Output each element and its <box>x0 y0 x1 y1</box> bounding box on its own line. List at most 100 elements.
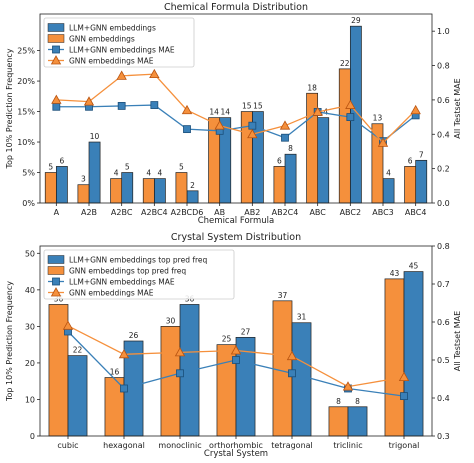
point-gnn-embeddings-mae-a2bc <box>116 70 127 80</box>
bar-gnn-embeddings-a2bcd6 <box>175 172 188 204</box>
bar-llm-gnn-embeddings-abc4 <box>415 159 428 204</box>
point-llm-gnn-embeddings-mae-monoclinic <box>176 369 184 378</box>
data-label: 29 <box>351 16 361 25</box>
data-label: 15 <box>253 102 263 111</box>
bar-llm-gnn-embeddings-ab2c4 <box>284 153 297 204</box>
y2-tick-label: 0.2 <box>437 165 450 174</box>
y2-tick-label: 0.8 <box>437 62 450 71</box>
point-llm-gnn-embeddings-mae-hexagonal <box>120 384 128 393</box>
x-tick-label: A2B <box>81 208 97 217</box>
data-label: 13 <box>373 114 383 123</box>
data-label: 31 <box>297 313 307 322</box>
y-tick-label: 25% <box>17 47 35 56</box>
bar-llm-gnn-embeddings-top-pred-freq-cubic <box>67 355 88 437</box>
data-label: 4 <box>146 169 151 178</box>
data-label: 6 <box>277 156 282 165</box>
point-llm-gnn-embeddings-mae-a2bc <box>117 102 126 110</box>
data-label: 7 <box>419 150 424 159</box>
x-tick-label: ABC3 <box>372 208 394 217</box>
data-label: 4 <box>114 169 119 178</box>
data-label: 18 <box>307 83 317 92</box>
point-gnn-embeddings-mae-abc2 <box>345 99 356 109</box>
x-tick-label: AB2 <box>244 208 260 217</box>
line-llm-gnn-embeddings-mae <box>56 104 417 142</box>
point-llm-gnn-embeddings-mae-trigonal <box>400 392 408 401</box>
y2-axis-label: All Testset MAE <box>453 78 462 138</box>
data-label: 25 <box>222 335 232 344</box>
bar-gnn-embeddings-abc4 <box>404 166 417 204</box>
point-llm-gnn-embeddings-mae-a <box>52 102 61 111</box>
y2-tick-label: 0.7 <box>437 280 450 289</box>
point-gnn-embeddings-mae-abc3 <box>377 137 389 147</box>
y2-tick-label: 1.0 <box>437 27 450 36</box>
data-label: 22 <box>73 346 83 355</box>
legend-label: LLM+GNN embeddings MAE <box>69 46 175 55</box>
data-label: 14 <box>209 108 219 117</box>
y-tick-label: 10 <box>25 395 35 404</box>
bar-llm-gnn-embeddings-top-pred-freq-tetragonal <box>291 322 312 437</box>
data-label: 8 <box>288 144 293 153</box>
y2-tick-label: 0.4 <box>437 130 450 139</box>
data-label: 16 <box>110 368 120 377</box>
data-label: 5 <box>48 163 53 172</box>
data-label: 43 <box>390 269 400 278</box>
chart-panel-1: Chemical Formula Distribution61054214158… <box>5 2 462 226</box>
y-tick-label: 20% <box>17 77 35 86</box>
point-llm-gnn-embeddings-mae-ab2 <box>248 121 257 130</box>
data-label: 3 <box>81 175 86 184</box>
point-llm-gnn-embeddings-mae-a2bcd6 <box>183 125 191 134</box>
data-label: 5 <box>179 163 184 172</box>
x-tick-label: trigonal <box>389 441 420 450</box>
x-tick-label: AB2C4 <box>272 208 299 217</box>
x-tick-label: ABC4 <box>405 208 427 217</box>
data-label: 4 <box>157 169 162 178</box>
data-label: 14 <box>220 108 230 117</box>
legend-label: GNN embeddings MAE <box>69 57 154 66</box>
y-tick-label: 0 <box>30 432 35 441</box>
legend: LLM+GNN embeddings top pred freq GNN embe… <box>43 249 235 300</box>
legend-label: GNN embeddings <box>69 35 135 44</box>
legend-marker <box>52 45 60 54</box>
data-label: 8 <box>336 397 341 406</box>
point-llm-gnn-embeddings-mae-tetragonal <box>288 369 296 378</box>
point-gnn-embeddings-mae-ab <box>214 120 225 130</box>
y-tick-label: 15% <box>17 108 35 117</box>
data-label: 45 <box>409 262 419 271</box>
legend-marker <box>50 287 62 297</box>
x-tick-label: A2BC <box>111 208 133 217</box>
point-llm-gnn-embeddings-mae-orthorhombic <box>232 356 240 364</box>
legend-label: GNN embeddings top pred freq <box>69 267 186 276</box>
x-tick-label: A2BCD6 <box>171 208 204 217</box>
bar-gnn-embeddings-top-pred-freq-cubic <box>48 304 69 437</box>
x-tick-label: cubic <box>57 441 78 450</box>
legend-label: LLM+GNN embeddings MAE <box>69 278 175 287</box>
x-tick-label: ABC <box>309 208 326 217</box>
data-label: 26 <box>129 331 139 340</box>
data-label: 5 <box>125 163 130 172</box>
point-llm-gnn-embeddings-mae-abc2 <box>346 113 355 121</box>
point-gnn-embeddings-mae-a2bc4 <box>149 68 160 79</box>
legend: LLM+GNN embeddings GNN embeddings LLM+GNN … <box>43 17 195 68</box>
bar-llm-gnn-embeddings-top-pred-freq-trigonal <box>403 271 424 437</box>
data-label: 27 <box>241 327 251 336</box>
x-tick-label: orthorhombic <box>209 441 263 450</box>
bar-llm-gnn-embeddings-a2bc4 <box>153 178 166 204</box>
chart-title: Chemical Formula Distribution <box>164 2 308 13</box>
legend-label: GNN embeddings MAE <box>69 289 154 298</box>
bar-llm-gnn-embeddings-abc3 <box>382 178 395 204</box>
x-tick-label: A <box>54 208 60 217</box>
legend-marker <box>50 55 62 65</box>
point-gnn-embeddings-mae-abc <box>312 106 323 116</box>
data-label: 4 <box>386 169 391 178</box>
data-label: 14 <box>318 108 328 117</box>
bar-llm-gnn-embeddings-a2bcd6 <box>186 190 199 204</box>
bar-gnn-embeddings-abc2 <box>338 68 351 204</box>
data-label: 8 <box>355 397 360 406</box>
chart-title: Crystal System Distribution <box>171 232 301 243</box>
line-gnn-embeddings-mae <box>56 73 417 144</box>
data-label: 15 <box>242 102 252 111</box>
legend-swatch <box>47 34 65 43</box>
point-gnn-embeddings-mae-tetragonal <box>286 350 298 361</box>
point-llm-gnn-embeddings-mae-a2bc4 <box>150 101 159 109</box>
bar-gnn-embeddings-a <box>44 172 57 204</box>
